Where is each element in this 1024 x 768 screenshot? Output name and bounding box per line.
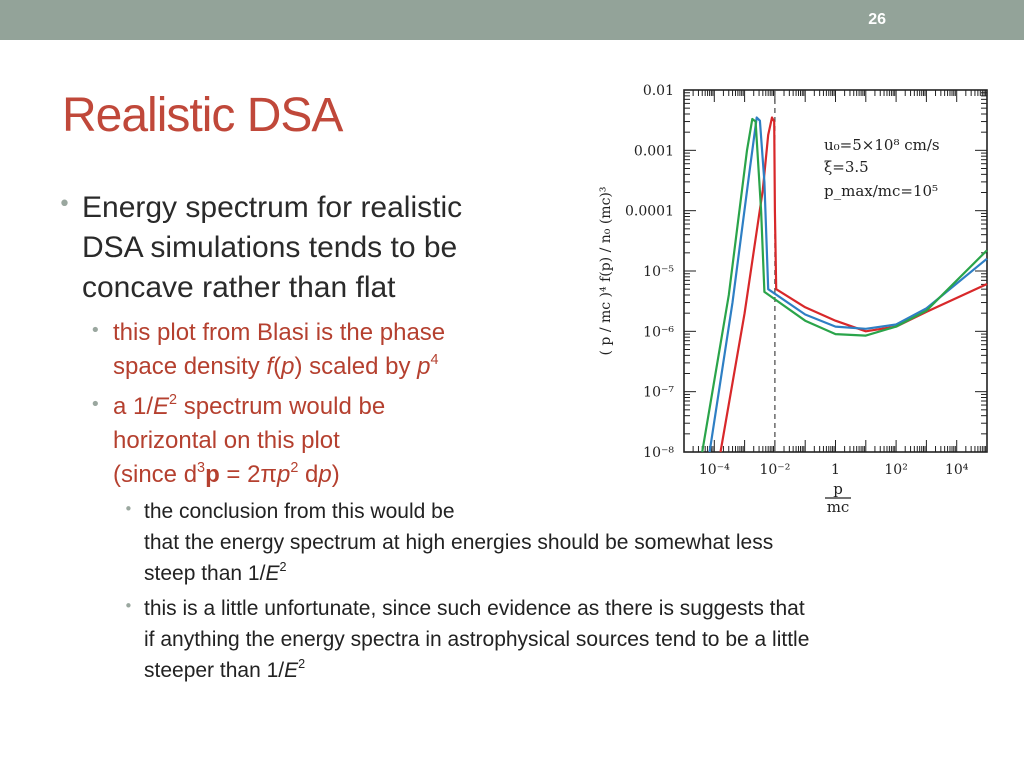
y-tick-label: 0.001 — [634, 143, 674, 159]
text-run: ) — [331, 461, 340, 488]
slide-number: 26 — [868, 11, 886, 28]
header-bar — [0, 0, 1024, 40]
text-run: ( — [273, 353, 282, 380]
text-line: concave rather than flat — [82, 271, 396, 304]
exponent: 4 — [430, 352, 439, 369]
y-tick-labels: 0.01 0.001 0.0001 10⁻⁵ 10⁻⁶ 10⁻⁷ 10⁻⁸ — [625, 83, 674, 461]
text-line: a 1/E2 spectrum would be — [113, 390, 385, 424]
bullet-dot: • — [124, 597, 133, 615]
bullet-dot: • — [90, 320, 101, 341]
x-tick-labels: 10⁻⁴ 10⁻² 1 10² 10⁴ — [699, 462, 969, 478]
math-e: E — [153, 393, 170, 420]
x-tick-label: 10⁻² — [759, 462, 790, 478]
bullet-spectrum-horizontal: a 1/E2 spectrum would be horizontal on t… — [113, 390, 385, 492]
y-tick-label: 10⁻⁸ — [643, 445, 674, 461]
y-tick-label: 10⁻⁷ — [643, 385, 674, 401]
text-line: space density f(p) scaled by p4 — [113, 350, 445, 384]
text-line: DSA simulations tends to be — [82, 231, 458, 264]
annotation-u0: u₀=5×10⁸ cm/s — [824, 136, 940, 154]
text-line: the conclusion from this would be — [144, 500, 455, 523]
bullet-blasi-plot: this plot from Blasi is the phase space … — [113, 316, 445, 384]
text-run: a 1/ — [113, 393, 154, 420]
x-tick-label: 10⁴ — [945, 462, 969, 478]
math-p: p — [417, 353, 431, 380]
text-line: steep than 1/E2 — [144, 558, 773, 589]
annotation-pmax: p_max/mc=10⁵ — [824, 182, 938, 200]
text-run: space density — [113, 353, 267, 380]
series-line-green — [701, 117, 988, 453]
text-line: this is a little unfortunate, since such… — [144, 597, 805, 620]
math-bold-p: p — [205, 461, 220, 488]
bullet-conclusion: the conclusion from this would be that t… — [144, 496, 773, 589]
math-e: E — [284, 659, 299, 682]
text-line: that the energy spectrum at high energie… — [144, 531, 774, 554]
text-line: steeper than 1/E2 — [144, 655, 809, 686]
blasi-spectrum-plot: 0.01 0.001 0.0001 10⁻⁵ 10⁻⁶ 10⁻⁷ 10⁻⁸ 10⁻⁴ 10⁻²… — [598, 83, 988, 516]
y-tick-label: 0.0001 — [625, 204, 674, 220]
x-tick-label: 10⁻⁴ — [699, 462, 730, 478]
x-axis-label-numerator: p — [833, 480, 843, 498]
bullet-energy-spectrum: Energy spectrum for realistic DSA simula… — [82, 188, 462, 308]
y-tick-label: 0.01 — [643, 83, 674, 99]
math-e: E — [265, 562, 280, 585]
text-run: = 2π — [219, 461, 277, 488]
annotation-xi: ξ=3.5 — [824, 158, 869, 176]
x-tick-label: 1 — [831, 462, 840, 478]
math-p: p — [281, 353, 295, 380]
text-run: spectrum would be — [177, 393, 386, 420]
text-line: (since d3p = 2πp2 dp) — [113, 458, 385, 492]
exponent: 2 — [279, 560, 287, 575]
exponent: 2 — [169, 392, 178, 409]
math-p: p — [318, 461, 332, 488]
text-line: horizontal on this plot — [113, 427, 340, 454]
bullet-dot: • — [124, 500, 133, 518]
bullet-dot: • — [58, 192, 71, 217]
exponent: 2 — [290, 460, 299, 477]
x-axis-label-denominator: mc — [827, 498, 850, 516]
slide-title: Realistic DSA — [62, 89, 343, 142]
math-p: p — [277, 461, 291, 488]
math-f: f — [266, 353, 274, 380]
text-line: this plot from Blasi is the phase — [113, 319, 446, 346]
text-run: d — [298, 461, 319, 488]
text-run: (since d — [113, 461, 198, 488]
series-line-blue — [708, 116, 988, 453]
exponent: 2 — [298, 657, 306, 672]
bullet-unfortunate: this is a little unfortunate, since such… — [144, 593, 809, 686]
text-run: ) scaled by — [294, 353, 418, 380]
text-run: steep than 1/ — [144, 562, 266, 585]
plot-frame — [683, 89, 988, 453]
text-line: Energy spectrum for realistic — [82, 191, 463, 224]
text-run: steeper than 1/ — [144, 659, 285, 682]
x-tick-label: 10² — [884, 462, 907, 478]
series-lines — [701, 116, 988, 453]
bullet-dot: • — [90, 394, 101, 415]
y-tick-label: 10⁻⁵ — [643, 264, 674, 280]
y-axis-label: ( p / mc )⁴ f(p) / n₀ (mc)³ — [598, 187, 614, 356]
text-line: if anything the energy spectra in astrop… — [144, 628, 810, 651]
y-tick-label: 10⁻⁶ — [643, 324, 674, 340]
exponent: 3 — [197, 460, 206, 477]
